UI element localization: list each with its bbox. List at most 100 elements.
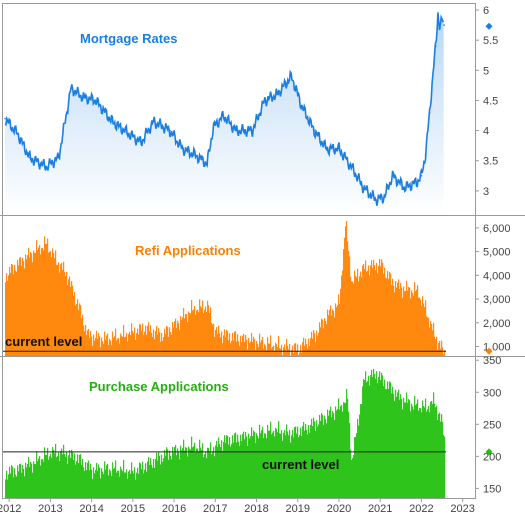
bar-2-172 — [172, 446, 174, 498]
bar-2-392 — [392, 386, 394, 498]
bar-2-213 — [213, 447, 215, 498]
bar-2-311 — [311, 418, 313, 498]
bar-1-67 — [67, 285, 69, 356]
bar-2-42 — [42, 459, 44, 498]
bar-2-114 — [114, 467, 116, 498]
bar-2-298 — [298, 437, 300, 498]
bar-2-259 — [259, 424, 261, 498]
xtick-label-10: 2022 — [409, 503, 433, 515]
bar-2-391 — [391, 393, 393, 498]
bar-2-439 — [439, 412, 441, 498]
panel-mortgage-rates: 3 3.5 4 4.5 5 5.5 6 — [4, 5, 498, 215]
bar-2-216 — [216, 440, 218, 498]
bar-1-151 — [151, 332, 153, 356]
bar-1-8 — [8, 275, 10, 356]
bar-1-420 — [420, 299, 422, 356]
bar-1-422 — [422, 296, 424, 356]
bar-1-326 — [326, 324, 328, 356]
bar-1-336 — [336, 307, 338, 356]
bar-1-54 — [54, 258, 56, 356]
bar-2-105 — [105, 469, 107, 498]
bar-2-295 — [295, 426, 297, 498]
bar-2-24 — [24, 476, 26, 498]
x-axis: 2012 2013 2014 2015 2016 2017 2018 2019 2020 2021… — [0, 498, 475, 515]
bar-1-103 — [103, 344, 105, 356]
bar-1-90 — [90, 331, 92, 356]
bar-2-15 — [15, 474, 17, 498]
bar-2-427 — [427, 409, 429, 498]
xtick-label-3: 2015 — [121, 503, 145, 515]
ytick-label-1-5: 6,000 — [483, 223, 511, 235]
bar-1-111 — [111, 345, 113, 356]
bar-2-66 — [66, 451, 68, 498]
bar-2-129 — [129, 469, 131, 498]
bar-1-218 — [218, 325, 220, 356]
bar-2-234 — [234, 433, 236, 498]
bar-1-393 — [393, 285, 395, 356]
bar-2-215 — [215, 445, 217, 498]
bar-1-144 — [144, 331, 146, 356]
bar-1-369 — [369, 275, 371, 356]
bar-1-346 — [346, 220, 348, 356]
bar-2-306 — [306, 429, 308, 498]
bar-2-151 — [151, 464, 153, 498]
bar-1-185 — [185, 314, 187, 356]
bar-1-211 — [211, 323, 213, 356]
rates-point-22 — [290, 75, 293, 78]
bar-2-247 — [247, 445, 249, 498]
bar-2-225 — [225, 443, 227, 498]
bar-2-319 — [319, 414, 321, 498]
bar-2-126 — [126, 469, 128, 498]
ytick-label-0-6: 6 — [483, 5, 489, 17]
bar-2-16 — [16, 476, 18, 498]
bar-1-220 — [220, 337, 222, 356]
bar-2-277 — [277, 432, 279, 498]
bar-1-300 — [300, 344, 302, 356]
bar-1-261 — [261, 339, 263, 356]
bar-1-214 — [214, 336, 216, 356]
bar-1-289 — [289, 343, 291, 356]
xtick-label-6: 2018 — [244, 503, 268, 515]
bar-2-329 — [329, 410, 331, 498]
bar-2-80 — [80, 454, 82, 498]
bar-2-233 — [233, 442, 235, 498]
bar-1-440 — [440, 348, 442, 356]
bar-2-382 — [382, 375, 384, 498]
bar-1-367 — [367, 270, 369, 356]
bar-2-275 — [275, 427, 277, 498]
bar-2-244 — [244, 439, 246, 498]
bar-2-274 — [274, 436, 276, 498]
bar-1-169 — [169, 327, 171, 356]
bar-1-195 — [195, 314, 197, 356]
rates-point-0 — [4, 117, 6, 120]
bar-2-411 — [411, 403, 413, 498]
bar-2-208 — [208, 448, 210, 498]
bar-2-118 — [118, 470, 120, 498]
title-refi-applications: Refi Applications — [135, 243, 241, 258]
bar-1-319 — [319, 322, 321, 356]
bar-1-288 — [288, 349, 290, 356]
bar-2-366 — [366, 382, 368, 498]
bar-2-25 — [25, 462, 27, 498]
bar-2-242 — [242, 434, 244, 498]
bar-2-94 — [94, 473, 96, 498]
bar-1-55 — [55, 250, 57, 356]
bar-2-351 — [351, 460, 353, 498]
bar-1-253 — [253, 336, 255, 356]
bar-1-172 — [172, 322, 174, 356]
bar-1-419 — [419, 297, 421, 356]
bar-1-203 — [203, 313, 205, 356]
bar-1-443 — [443, 354, 445, 356]
bar-2-116 — [116, 472, 118, 498]
bar-2-34 — [34, 463, 36, 498]
bar-1-232 — [232, 332, 234, 356]
current-marker-2 — [485, 448, 493, 456]
bar-2-310 — [310, 424, 312, 498]
bar-2-362 — [362, 386, 364, 498]
bar-1-150 — [150, 325, 152, 356]
bar-1-143 — [143, 335, 145, 356]
bar-2-18 — [18, 471, 20, 498]
bar-2-147 — [147, 461, 149, 498]
bar-2-381 — [381, 372, 383, 498]
bar-1-209 — [209, 313, 211, 356]
